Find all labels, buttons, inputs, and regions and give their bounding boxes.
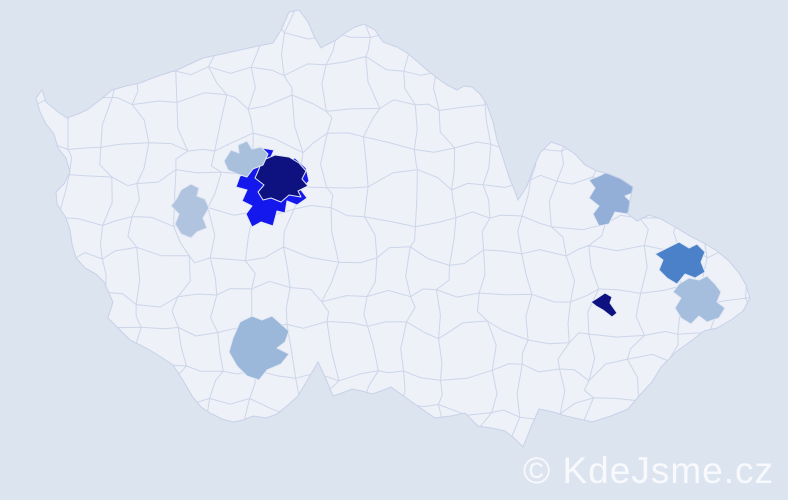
district-center-northwest[interactable] [223,140,269,178]
district-east-small[interactable] [590,292,618,318]
watermark: © KdeJsme.cz [522,450,774,491]
district-center-capital[interactable] [254,154,309,203]
district-south[interactable] [228,315,290,381]
district-center-west[interactable] [170,183,210,239]
highlighted-districts-layer [170,140,726,381]
district-northeast-lower[interactable] [672,275,726,325]
district-northeast-middle[interactable] [654,241,706,285]
